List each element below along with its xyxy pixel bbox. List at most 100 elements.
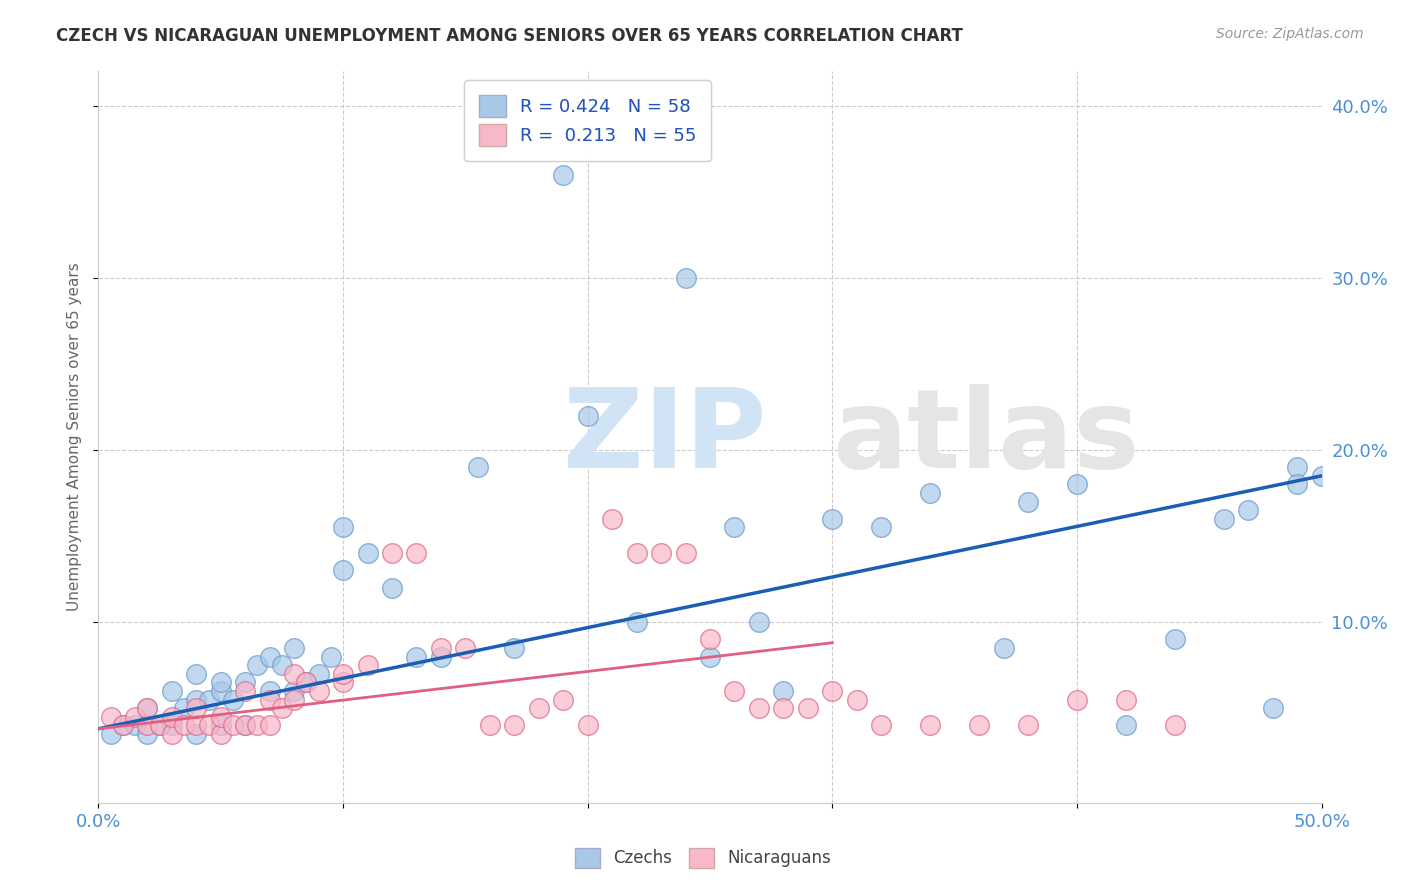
Point (233, 684, 256, 698)
Point (160, 718, 183, 732)
Point (870, 520, 893, 534)
Point (845, 692, 868, 706)
Point (503, 718, 526, 732)
Point (186, 692, 208, 706)
Point (430, 640, 453, 655)
Point (136, 701, 159, 715)
Point (222, 718, 245, 732)
Point (246, 658, 269, 673)
Point (111, 718, 134, 732)
Point (870, 718, 893, 732)
Point (270, 658, 294, 673)
Point (186, 701, 208, 715)
Point (173, 701, 195, 715)
Point (283, 684, 305, 698)
Point (186, 718, 208, 732)
Point (503, 640, 526, 655)
Point (222, 692, 245, 706)
Point (405, 649, 427, 664)
Point (797, 701, 820, 715)
Point (136, 701, 159, 715)
Point (699, 632, 721, 647)
Point (1017, 718, 1039, 732)
Point (136, 718, 159, 732)
Point (405, 546, 427, 560)
Point (454, 640, 477, 655)
Point (723, 520, 745, 534)
Point (270, 701, 294, 715)
Legend: Czechs, Nicaraguans: Czechs, Nicaraguans (568, 841, 838, 875)
Point (100, 727, 122, 741)
Point (209, 727, 232, 741)
Point (136, 727, 159, 741)
Point (332, 666, 354, 681)
Point (772, 701, 794, 715)
Point (748, 701, 770, 715)
Point (186, 666, 208, 681)
Point (576, 409, 599, 423)
Point (149, 718, 172, 732)
Point (993, 640, 1015, 655)
Point (160, 727, 183, 741)
Point (246, 718, 269, 732)
Point (197, 718, 219, 732)
Point (186, 727, 208, 741)
Point (1261, 701, 1284, 715)
Point (332, 520, 354, 534)
Point (259, 692, 281, 706)
Text: ZIP: ZIP (564, 384, 766, 491)
Point (748, 615, 770, 629)
Point (675, 271, 697, 285)
Point (699, 649, 721, 664)
Point (209, 675, 232, 690)
Point (600, 512, 623, 526)
Point (259, 684, 281, 698)
Point (1115, 692, 1137, 706)
Point (149, 718, 172, 732)
Point (197, 692, 219, 706)
Point (124, 718, 146, 732)
Point (233, 675, 256, 690)
Point (356, 546, 378, 560)
Point (1066, 692, 1088, 706)
Point (233, 718, 256, 732)
Point (626, 615, 648, 629)
Point (381, 581, 404, 595)
Point (332, 564, 354, 578)
Point (553, 168, 575, 182)
Point (283, 692, 305, 706)
Point (821, 512, 844, 526)
Point (100, 710, 122, 724)
Point (675, 546, 697, 560)
Legend: R = 0.424   N = 58, R =  0.213   N = 55: R = 0.424 N = 58, R = 0.213 N = 55 (464, 80, 711, 161)
Point (1066, 477, 1088, 491)
Point (1237, 503, 1260, 517)
Text: CZECH VS NICARAGUAN UNEMPLOYMENT AMONG SENIORS OVER 65 YEARS CORRELATION CHART: CZECH VS NICARAGUAN UNEMPLOYMENT AMONG S… (56, 27, 963, 45)
Point (772, 684, 794, 698)
Point (467, 460, 489, 475)
Point (1286, 460, 1309, 475)
Point (259, 649, 281, 664)
Point (295, 675, 318, 690)
Point (332, 675, 354, 690)
Point (1310, 468, 1333, 483)
Point (1115, 718, 1137, 732)
Point (160, 710, 183, 724)
Y-axis label: Unemployment Among Seniors over 65 years: Unemployment Among Seniors over 65 years (67, 263, 83, 611)
Text: Source: ZipAtlas.com: Source: ZipAtlas.com (1216, 27, 1364, 41)
Point (209, 718, 232, 732)
Point (1164, 718, 1187, 732)
Point (553, 692, 575, 706)
Point (111, 718, 134, 732)
Point (283, 640, 305, 655)
Point (209, 684, 232, 698)
Point (1164, 632, 1187, 647)
Point (723, 684, 745, 698)
Point (173, 718, 195, 732)
Point (308, 684, 330, 698)
Point (259, 718, 281, 732)
Point (920, 718, 942, 732)
Point (1286, 477, 1309, 491)
Point (381, 546, 404, 560)
Point (283, 666, 305, 681)
